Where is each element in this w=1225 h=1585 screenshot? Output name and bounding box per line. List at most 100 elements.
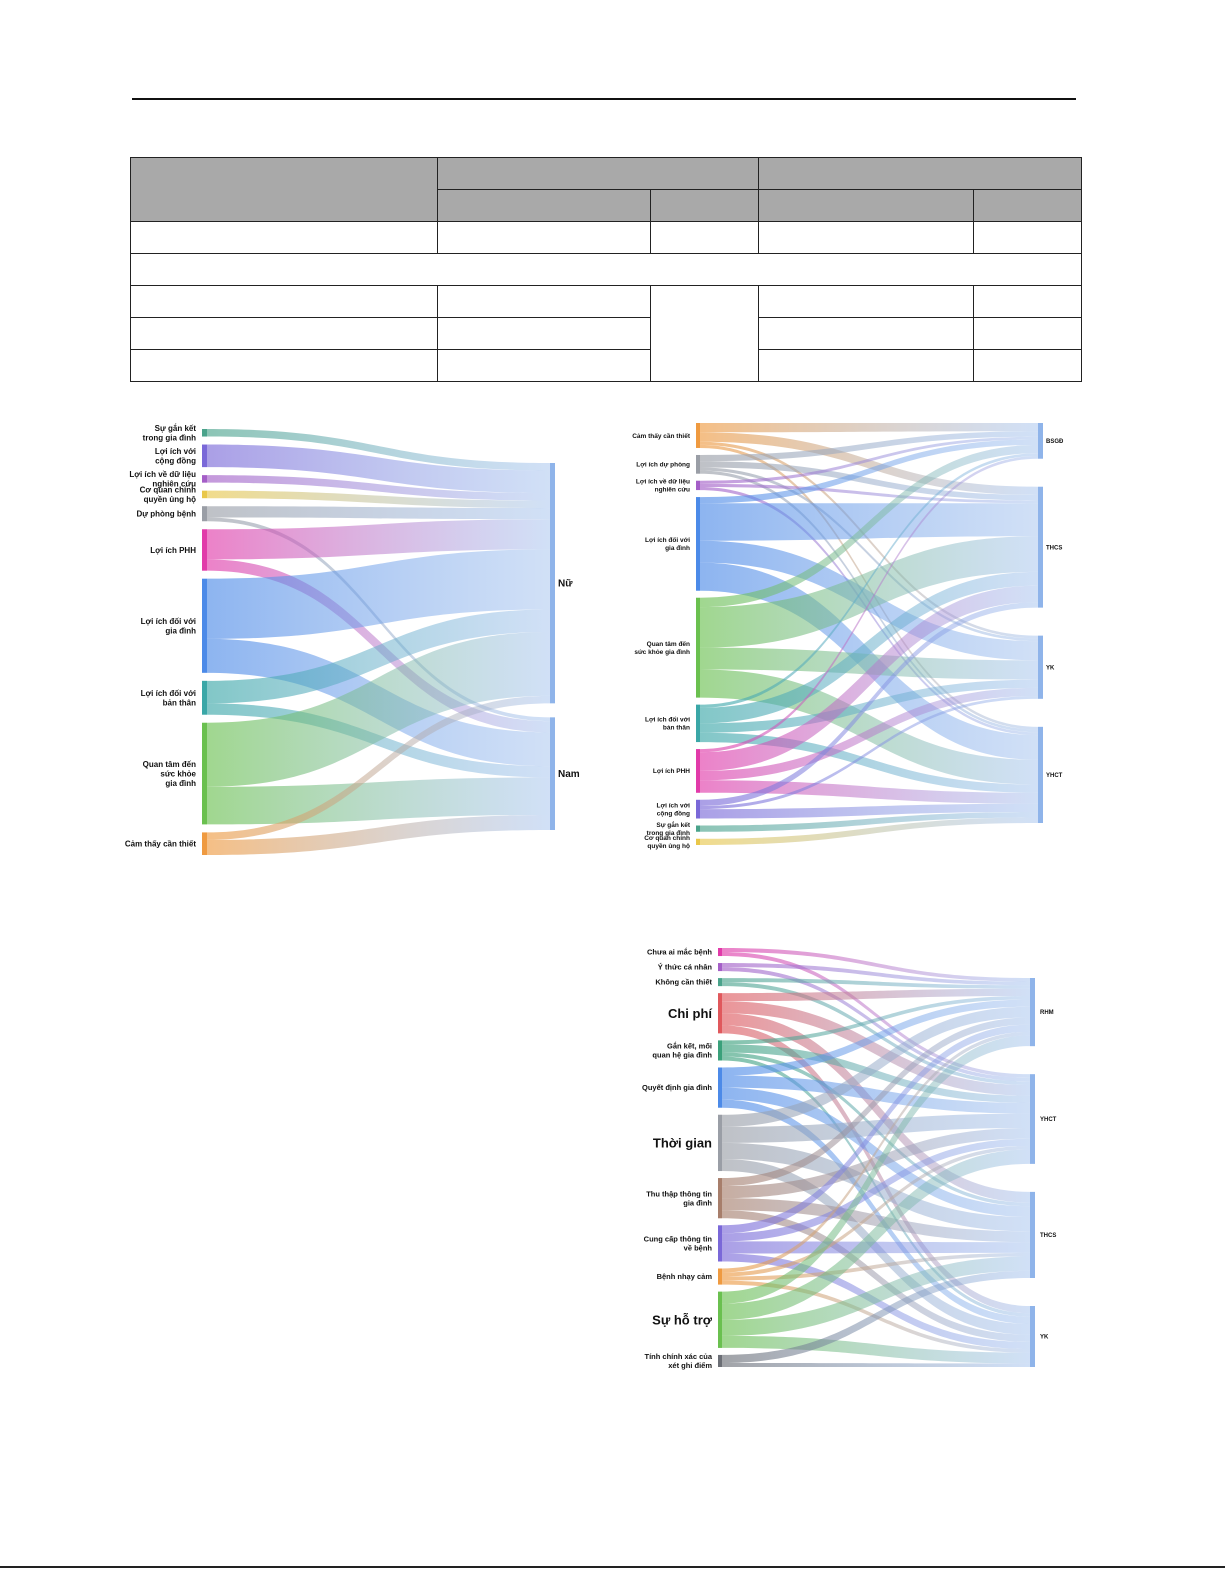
footer-rule [0, 1566, 1225, 1568]
sankey-link-co-quan-chinh-nu [207, 490, 550, 509]
source-label: Sự gắn kết trong gia đình [647, 820, 691, 837]
target-node-bsgd [1038, 423, 1043, 459]
sankey-link-tinh-chinh-xac-cua-yk [722, 1362, 1030, 1367]
sankey-link-chi-phi-yhct [722, 1001, 1030, 1096]
source-node-co-quan-chinh [696, 838, 700, 845]
source-node-co-quan-chinh [202, 490, 207, 499]
source-label: Cảm thấy cần thiết [632, 431, 691, 440]
source-node-cam-thay-can-thiet [202, 832, 207, 855]
source-node-chua-ai-mac-benh [718, 948, 722, 957]
sankey-link-chi-phi-rhm [722, 988, 1030, 1002]
source-label: Chưa ai mắc bệnh [647, 948, 712, 957]
source-node-quan-tam-den [696, 597, 700, 698]
source-label: Sự gắn kết trong gia đình [143, 424, 197, 443]
sankey-link-cung-cap-thong-tin-rhm [722, 1024, 1030, 1234]
sankey-link-loi-ich-voi-nu [207, 444, 550, 494]
target-node-thcs [1030, 1191, 1035, 1278]
source-node-loi-ich-doi-voi [696, 497, 700, 591]
sankey-link-loi-ich-voi-yhct [700, 803, 1038, 819]
sankey-link-quyet-dinh-gia-dinh-rhm [722, 999, 1030, 1076]
source-node-loi-ich-phh [696, 749, 700, 793]
target-node-nam [550, 717, 555, 830]
table-subheader-row [131, 189, 1082, 222]
source-node-loi-ich-ve-du-lieu [202, 475, 207, 483]
source-label: Quan tâm đến sức khỏe gia đình [634, 640, 690, 656]
sankey-link-y-thuc-ca-nhan-yhct [722, 967, 1030, 1082]
target-label: YHCT [1046, 773, 1063, 779]
target-node-nu [550, 463, 555, 704]
target-label: RHM [1040, 1010, 1054, 1016]
source-label: Quyết định gia đình [642, 1083, 712, 1092]
source-node-thoi-gian [718, 1114, 722, 1172]
sankey-link-su-ho-tro-yk [722, 1335, 1030, 1364]
sankey-link-loi-ich-voi-thcs [700, 602, 1038, 807]
source-node-loi-ich-doi-voi [202, 680, 207, 715]
sankey-link-loi-ich-phh-yk [700, 687, 1038, 781]
source-label: Lợi ích với cộng đồng [155, 447, 196, 466]
source-label: Chi phí [668, 1006, 712, 1021]
source-label: Ý thức cá nhân [658, 963, 713, 972]
sankey-link-quan-tam-den-bsgd [700, 444, 1038, 608]
source-node-loi-ich-doi-voi [202, 578, 207, 673]
sankey-link-cung-cap-thong-tin-yhct [722, 1138, 1030, 1242]
sankey-link-loi-ich-phh-nu [207, 519, 550, 560]
target-label: Nữ [558, 579, 573, 590]
table-cell [758, 349, 974, 382]
target-node-rhm [1030, 978, 1035, 1047]
sankey-diagram-specialty-barriers: Chưa ai mắc bệnh Ý thức cá nhân Không cần … [642, 948, 1057, 1370]
table-cell [758, 317, 974, 350]
sankey-link-y-thuc-ca-nhan-rhm [722, 963, 1030, 986]
table-header-cell [130, 157, 438, 222]
table-row [130, 221, 1082, 254]
sankey-link-loi-ich-du-phong-thcs [700, 461, 1038, 501]
source-node-du-phong-benh [202, 506, 207, 522]
sankey-diagram-specialty-benefits: Cảm thấy cần thiết Lợi ích dự phòng Lợi íc… [632, 423, 1064, 850]
source-node-su-ho-tro [718, 1291, 722, 1348]
source-label: Cung cấp thông tin về bệnh [644, 1235, 713, 1253]
source-node-loi-ich-phh [202, 529, 207, 571]
source-node-chi-phi [718, 993, 722, 1034]
source-label: Tính chính xác của xét ghi điểm [644, 1352, 712, 1370]
sankey-link-loi-ich-voi-yk [700, 696, 1038, 810]
target-label: THCS [1040, 1233, 1056, 1239]
sankey-link-du-phong-benh-nu [207, 506, 550, 520]
sankey-link-thu-thap-thong-tin-yhct [722, 1128, 1030, 1199]
source-node-loi-ich-ve-du-lieu [696, 480, 700, 491]
table-row [130, 349, 1082, 382]
sankey-link-loi-ich-ve-du-lieu-bsgd [700, 436, 1038, 484]
sankey-link-quyet-dinh-gia-dinh-yhct [722, 1075, 1030, 1114]
target-label: THCS [1046, 545, 1062, 551]
source-label: Sự hỗ trợ [652, 1312, 713, 1327]
sankey-link-thu-thap-thong-tin-rhm [722, 1017, 1030, 1187]
sankey-link-cam-thay-can-thiet-thcs [700, 432, 1038, 495]
table-cell [758, 285, 974, 318]
sankey-link-su-ho-tro-thcs [722, 1256, 1030, 1336]
table-cell [437, 317, 651, 350]
sankey-link-thoi-gian-rhm [722, 1006, 1030, 1127]
source-label: Lợi ích dự phòng [636, 462, 690, 469]
table-header-row [130, 157, 1082, 222]
source-label: Cảm thấy cần thiết [125, 840, 196, 849]
table-cell [130, 349, 438, 382]
target-label: YK [1040, 1335, 1049, 1341]
target-node-yk [1038, 635, 1043, 699]
source-node-loi-ich-doi-voi [696, 704, 700, 743]
source-label: Thời gian [653, 1135, 712, 1150]
source-node-cung-cap-thong-tin [718, 1225, 722, 1262]
table-header-cell [973, 189, 1082, 222]
source-node-thu-thap-thong-tin [718, 1178, 722, 1219]
sankey-link-quan-tam-den-thcs [700, 536, 1038, 648]
source-label: Thu thập thông tin gia đình [646, 1189, 712, 1207]
table-cell [130, 253, 1082, 286]
source-node-tinh-chinh-xac-cua [718, 1354, 722, 1367]
source-label: Lợi ích đối với gia đình [141, 617, 196, 636]
sankey-link-loi-ich-du-phong-yk [700, 467, 1038, 642]
source-node-su-gan-ket [696, 825, 700, 832]
sankey-link-su-ho-tro-rhm [722, 1035, 1030, 1304]
source-node-gan-ket-moi [718, 1040, 722, 1061]
sankey-link-gan-ket-moi-yhct [722, 1044, 1030, 1103]
table-row [130, 317, 1082, 350]
sankey-link-chua-ai-mac-benh-yhct [722, 952, 1030, 1078]
target-node-thcs [1038, 486, 1043, 608]
table-cell [437, 221, 651, 254]
